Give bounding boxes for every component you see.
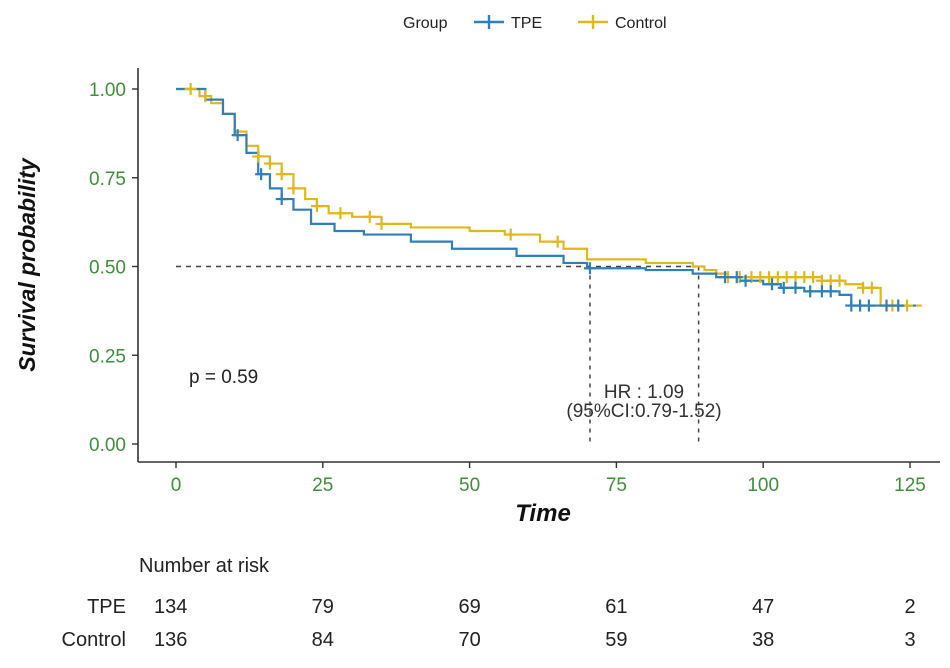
y-tick-label: 0.50 bbox=[89, 258, 126, 279]
risk-cell: 2 bbox=[904, 596, 915, 618]
hr-label: HR : 1.09 bbox=[604, 382, 684, 403]
y-tick-label: 0.00 bbox=[89, 435, 126, 456]
x-tick-label: 50 bbox=[459, 475, 480, 496]
legend-title: Group bbox=[403, 15, 448, 32]
risk-cell: 79 bbox=[312, 596, 334, 618]
y-tick-label: 0.25 bbox=[89, 346, 126, 367]
risk-row-label-tpe: TPE bbox=[87, 596, 126, 618]
risk-table-title: Number at risk bbox=[139, 555, 270, 577]
p-value-label: p = 0.59 bbox=[189, 367, 258, 388]
risk-row-label-control: Control bbox=[62, 629, 126, 651]
x-axis-ticks: 0 25 50 75 100 125 bbox=[171, 462, 926, 496]
risk-cell: 136 bbox=[154, 629, 187, 651]
y-tick-label: 1.00 bbox=[89, 80, 126, 101]
median-reference-lines bbox=[176, 265, 700, 444]
x-tick-label: 125 bbox=[894, 475, 926, 496]
x-tick-label: 25 bbox=[312, 475, 333, 496]
y-axis-ticks: 0.00 0.25 0.50 0.75 1.00 bbox=[89, 80, 138, 456]
risk-cell: 47 bbox=[752, 596, 774, 618]
legend-label-control: Control bbox=[615, 15, 667, 32]
risk-table: TPE 134 79 69 61 47 2 Control 136 84 70 59 38 3 bbox=[62, 596, 916, 651]
x-tick-label: 0 bbox=[171, 475, 182, 496]
legend-label-tpe: TPE bbox=[511, 15, 542, 32]
x-axis-title: Time bbox=[515, 500, 571, 527]
risk-cell: 134 bbox=[154, 596, 187, 618]
y-axis-title: Survival probability bbox=[14, 157, 40, 372]
hr-ci-label: (95%CI:0.79-1.52) bbox=[566, 401, 721, 422]
y-tick-label: 0.75 bbox=[89, 169, 126, 190]
censor-marks bbox=[184, 83, 914, 312]
x-tick-label: 100 bbox=[747, 475, 779, 496]
risk-cell: 84 bbox=[312, 629, 334, 651]
x-tick-label: 75 bbox=[606, 475, 627, 496]
legend: Group TPE Control bbox=[403, 15, 667, 32]
risk-cell: 70 bbox=[458, 629, 480, 651]
survival-curves bbox=[176, 87, 922, 307]
risk-cell: 3 bbox=[904, 629, 915, 651]
risk-cell: 38 bbox=[752, 629, 774, 651]
survival-curve-control bbox=[176, 87, 922, 307]
risk-cell: 59 bbox=[605, 629, 627, 651]
risk-cell: 69 bbox=[458, 596, 480, 618]
risk-cell: 61 bbox=[605, 596, 627, 618]
